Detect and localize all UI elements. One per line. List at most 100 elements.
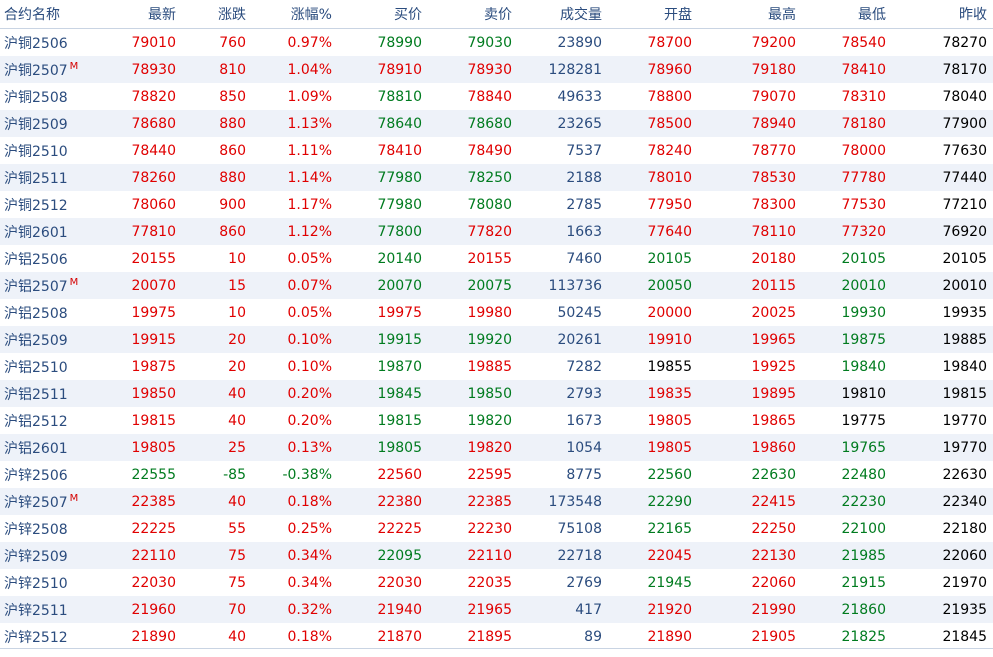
contract-name: 沪铝2512	[4, 413, 68, 430]
change-percent-cell: 0.18%	[252, 488, 338, 515]
contract-name-cell[interactable]: 沪锌2512	[0, 623, 118, 650]
table-row[interactable]: 沪铜2507 M 78930 810 1.04% 78910 78930 128281 7896…	[0, 56, 993, 83]
contract-name-cell[interactable]: 沪铝2507 M	[0, 272, 118, 299]
volume-cell: 1054	[518, 434, 608, 461]
col-header-prev-close[interactable]: 昨收	[892, 0, 993, 29]
table-row[interactable]: 沪锌2508 22225 55 0.25% 22225 22230 75108 22165 22…	[0, 515, 993, 542]
table-row[interactable]: 沪铜2510 78440 860 1.11% 78410 78490 7537 78240 78…	[0, 137, 993, 164]
ask-cell: 21965	[428, 596, 518, 623]
volume-cell: 49633	[557, 88, 602, 105]
contract-name-cell[interactable]: 沪锌2511	[0, 596, 118, 623]
open-cell: 19835	[608, 380, 698, 407]
open-cell: 77640	[608, 218, 698, 245]
table-row[interactable]: 沪铝2507 M 20070 15 0.07% 20070 20075 113736 20050…	[0, 272, 993, 299]
table-row[interactable]: 沪锌2509 22110 75 0.34% 22095 22110 22718 22045 22…	[0, 542, 993, 569]
contract-name: 沪铝2511	[4, 386, 68, 403]
col-header-contract-name[interactable]: 合约名称	[0, 0, 118, 29]
table-row[interactable]: 沪铝2509 19915 20 0.10% 19915 19920 20261 19910 19…	[0, 326, 993, 353]
prev-close-cell: 20105	[942, 250, 987, 267]
contract-name-cell[interactable]: 沪铝2510	[0, 353, 118, 380]
col-header-change[interactable]: 涨跌	[182, 0, 252, 29]
bid-cell: 22225	[377, 520, 422, 537]
low-cell: 78000	[841, 142, 886, 159]
contract-name-cell[interactable]: 沪铜2509	[0, 110, 118, 137]
open-cell: 19910	[608, 326, 698, 353]
table-row[interactable]: 沪锌2511 21960 70 0.32% 21940 21965 417 21920 2199…	[0, 596, 993, 623]
col-header-change-percent[interactable]: 涨幅%	[252, 0, 338, 29]
contract-name-cell[interactable]: 沪锌2509	[0, 542, 118, 569]
contract-name-cell[interactable]: 沪锌2508	[0, 515, 118, 542]
contract-name-cell[interactable]: 沪铝2511	[0, 380, 118, 407]
change-cell: 760	[219, 34, 246, 51]
contract-name-cell[interactable]: 沪铝2512	[0, 407, 118, 434]
change-cell: 40	[228, 628, 246, 645]
table-row[interactable]: 沪铜2511 78260 880 1.14% 77980 78250 2188 78010 78…	[0, 164, 993, 191]
prev-close-cell: 19815	[892, 380, 993, 407]
table-row[interactable]: 沪铝2506 20155 10 0.05% 20140 20155 7460 20105 201…	[0, 245, 993, 272]
table-row[interactable]: 沪锌2512 21890 40 0.18% 21870 21895 89 21890 21905…	[0, 623, 993, 650]
col-header-ask[interactable]: 卖价	[428, 0, 518, 29]
change-cell: 15	[182, 272, 252, 299]
contract-name-cell[interactable]: 沪铝2508	[0, 299, 118, 326]
prev-close-cell: 22180	[942, 520, 987, 537]
table-row[interactable]: 沪铜2509 78680 880 1.13% 78640 78680 23265 78500 7…	[0, 110, 993, 137]
contract-name-cell[interactable]: 沪铜2511	[0, 164, 118, 191]
contract-name-cell[interactable]: 沪铜2510	[0, 137, 118, 164]
contract-name-cell[interactable]: 沪铝2509	[0, 326, 118, 353]
table-row[interactable]: 沪铜2512 78060 900 1.17% 77980 78080 2785 77950 78…	[0, 191, 993, 218]
low-cell: 19810	[802, 380, 892, 407]
col-header-bid[interactable]: 买价	[338, 0, 428, 29]
contract-name-cell[interactable]: 沪铝2506	[0, 245, 118, 272]
contract-name: 沪铜2509	[4, 116, 68, 133]
col-header-low[interactable]: 最低	[802, 0, 892, 29]
prev-close-cell: 78270	[942, 34, 987, 51]
contract-name-cell[interactable]: 沪锌2507 M	[0, 488, 118, 515]
table-row[interactable]: 沪铜2508 78820 850 1.09% 78810 78840 49633 78800 7…	[0, 83, 993, 110]
table-row[interactable]: 沪铝2511 19850 40 0.20% 19845 19850 2793 19835 198…	[0, 380, 993, 407]
table-row[interactable]: 沪铝2512 19815 40 0.20% 19815 19820 1673 19805 198…	[0, 407, 993, 434]
ask-cell: 22595	[467, 466, 512, 483]
contract-name: 沪铝2506	[4, 251, 68, 268]
high-cell: 79070	[751, 88, 796, 105]
table-row[interactable]: 沪铝2508 19975 10 0.05% 19975 19980 50245 20000 20…	[0, 299, 993, 326]
col-header-latest[interactable]: 最新	[118, 0, 182, 29]
volume-cell: 7460	[566, 250, 602, 267]
contract-name-cell[interactable]: 沪铜2512	[0, 191, 118, 218]
low-cell: 22100	[841, 520, 886, 537]
col-header-high[interactable]: 最高	[698, 0, 802, 29]
low-cell: 78410	[802, 56, 892, 83]
col-header-volume[interactable]: 成交量	[518, 0, 608, 29]
change-cell: 20	[228, 358, 246, 375]
table-row[interactable]: 沪锌2507 M 22385 40 0.18% 22380 22385 173548 22290…	[0, 488, 993, 515]
change-cell: 880	[182, 110, 252, 137]
open-cell: 78800	[647, 88, 692, 105]
contract-name-cell[interactable]: 沪铜2601	[0, 218, 118, 245]
low-cell: 22480	[841, 466, 886, 483]
low-cell: 22230	[802, 488, 892, 515]
contract-name-cell[interactable]: 沪铜2508	[0, 83, 118, 110]
contract-name-cell[interactable]: 沪铜2507 M	[0, 56, 118, 83]
latest-cell: 78060	[131, 196, 176, 213]
ask-cell: 21895	[467, 628, 512, 645]
main-contract-badge: M	[69, 492, 79, 504]
table-row[interactable]: 沪铝2510 19875 20 0.10% 19870 19885 7282 19855 199…	[0, 353, 993, 380]
ask-cell: 19820	[467, 412, 512, 429]
contract-name: 沪锌2511	[4, 602, 68, 619]
table-row[interactable]: 沪铜2506 79010 760 0.97% 78990 79030 23890 78700 7…	[0, 29, 993, 57]
table-row[interactable]: 沪锌2506 22555 -85 -0.38% 22560 22595 8775 22560 2…	[0, 461, 993, 488]
prev-close-cell: 78170	[892, 56, 993, 83]
open-cell: 19805	[608, 434, 698, 461]
high-cell: 20025	[751, 304, 796, 321]
table-row[interactable]: 沪锌2510 22030 75 0.34% 22030 22035 2769 21945 220…	[0, 569, 993, 596]
contract-name-cell[interactable]: 沪锌2510	[0, 569, 118, 596]
prev-close-cell: 76920	[892, 218, 993, 245]
latest-cell: 19815	[131, 412, 176, 429]
table-row[interactable]: 沪铜2601 77810 860 1.12% 77800 77820 1663 77640 78…	[0, 218, 993, 245]
contract-name-cell[interactable]: 沪铝2601	[0, 434, 118, 461]
open-cell: 21890	[647, 628, 692, 645]
col-header-open[interactable]: 开盘	[608, 0, 698, 29]
contract-name-cell[interactable]: 沪铜2506	[0, 29, 118, 57]
table-row[interactable]: 沪铝2601 19805 25 0.13% 19805 19820 1054 19805 198…	[0, 434, 993, 461]
volume-cell: 50245	[557, 304, 602, 321]
contract-name-cell[interactable]: 沪锌2506	[0, 461, 118, 488]
